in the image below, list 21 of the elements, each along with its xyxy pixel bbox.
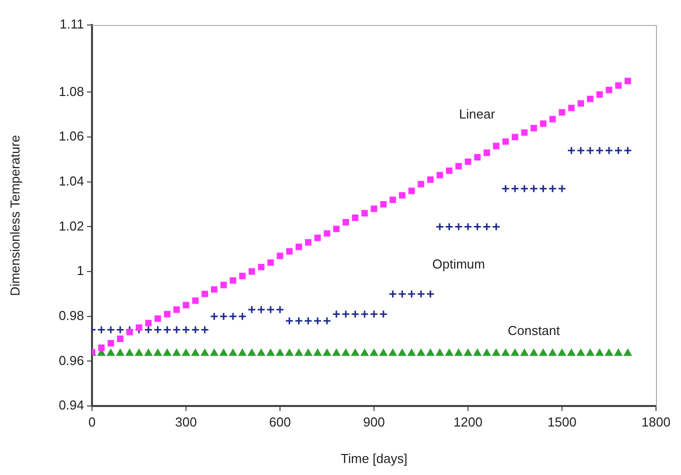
x-axis-title: Time [days]: [340, 450, 408, 466]
series-label: Linear: [458, 106, 496, 122]
y-tick-label: 0.98: [58, 308, 84, 323]
series-label: Constant: [508, 322, 560, 338]
y-tick-label: 0.96: [58, 352, 84, 368]
x-tick-label: 1500: [548, 414, 576, 430]
series-label: Optimum: [432, 256, 485, 272]
x-tick-label: 1200: [454, 414, 482, 430]
x-tick-label: 1800: [642, 414, 670, 430]
y-tick-label: 1.02: [58, 218, 84, 234]
y-tick-label: 0.94: [58, 398, 84, 413]
y-tick-label: 1.11: [60, 16, 84, 32]
x-tick-label: 600: [269, 414, 291, 430]
y-tick-label: 1.04: [58, 173, 84, 188]
y-tick-label: 1: [76, 263, 84, 278]
x-tick-label: 300: [175, 414, 197, 430]
y-tick-label: 1.06: [58, 128, 84, 144]
x-tick-label: 900: [363, 414, 385, 430]
y-tick-label: 1.08: [58, 84, 84, 99]
y-axis-title: Dimensionless Temperature: [7, 135, 22, 296]
x-tick-label: 0: [88, 414, 96, 430]
